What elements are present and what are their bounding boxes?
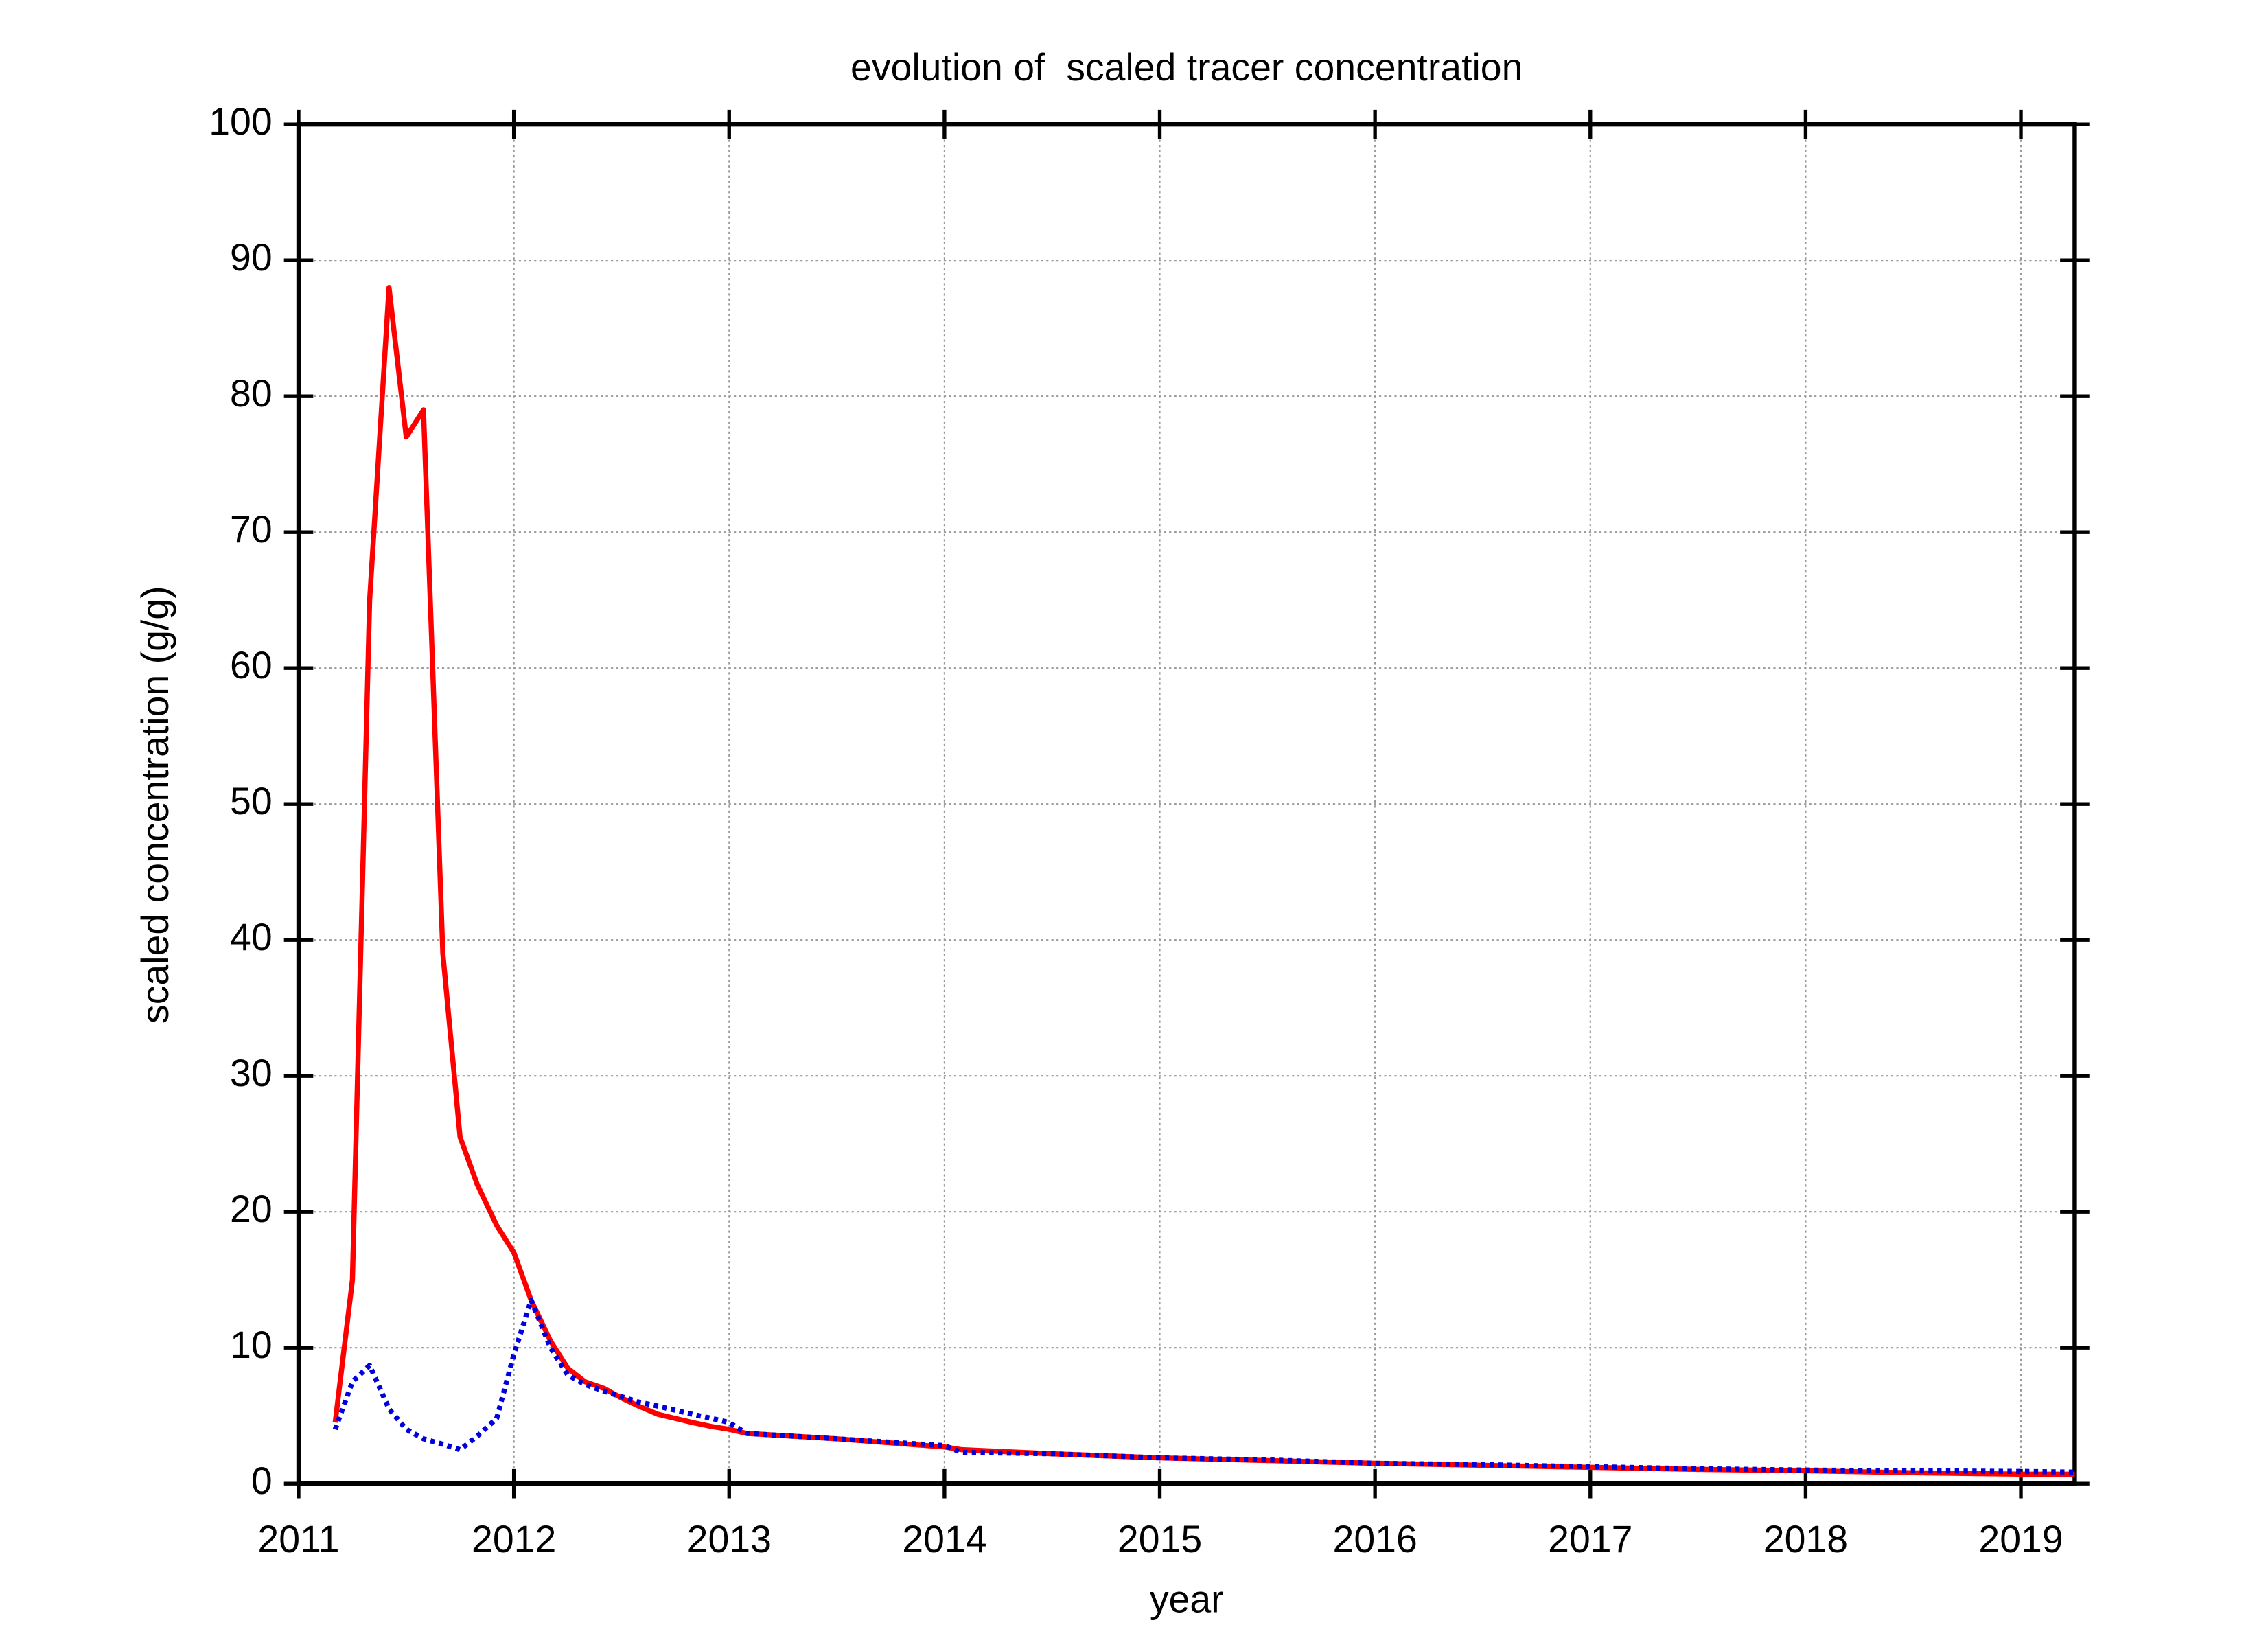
y-tick-label: 80 bbox=[230, 372, 273, 415]
data-line bbox=[332, 1298, 2075, 1475]
y-tick-label: 100 bbox=[209, 100, 272, 143]
y-tick-label: 0 bbox=[251, 1460, 273, 1502]
x-axis-label: year bbox=[1150, 1578, 1224, 1620]
y-tick-label: 30 bbox=[230, 1052, 273, 1094]
y-tick-label: 20 bbox=[230, 1188, 273, 1230]
y-tick-label: 50 bbox=[230, 780, 273, 822]
plot-frame bbox=[296, 122, 2077, 1486]
x-tick-label: 2015 bbox=[1118, 1518, 1202, 1560]
x-tick-label: 2012 bbox=[472, 1518, 556, 1560]
y-tick-label: 10 bbox=[230, 1324, 273, 1366]
y-axis-label: scaled concentration (g/g) bbox=[134, 586, 176, 1024]
y-tick-label: 40 bbox=[230, 916, 273, 958]
x-tick-label: 2018 bbox=[1763, 1518, 1848, 1560]
x-tick-label: 2016 bbox=[1333, 1518, 1418, 1560]
y-tick-label: 90 bbox=[230, 236, 273, 279]
y-tick-label: 60 bbox=[230, 644, 273, 687]
x-tick-label: 2019 bbox=[1978, 1518, 2063, 1560]
x-tick-label: 2014 bbox=[902, 1518, 986, 1560]
x-tick-label: 2017 bbox=[1548, 1518, 1632, 1560]
x-tick-label: 2011 bbox=[257, 1518, 339, 1560]
chart-title: evolution of scaled tracer concentration bbox=[850, 46, 1523, 89]
x-tick-label: 2013 bbox=[687, 1518, 772, 1560]
y-tick-label: 70 bbox=[230, 508, 273, 551]
